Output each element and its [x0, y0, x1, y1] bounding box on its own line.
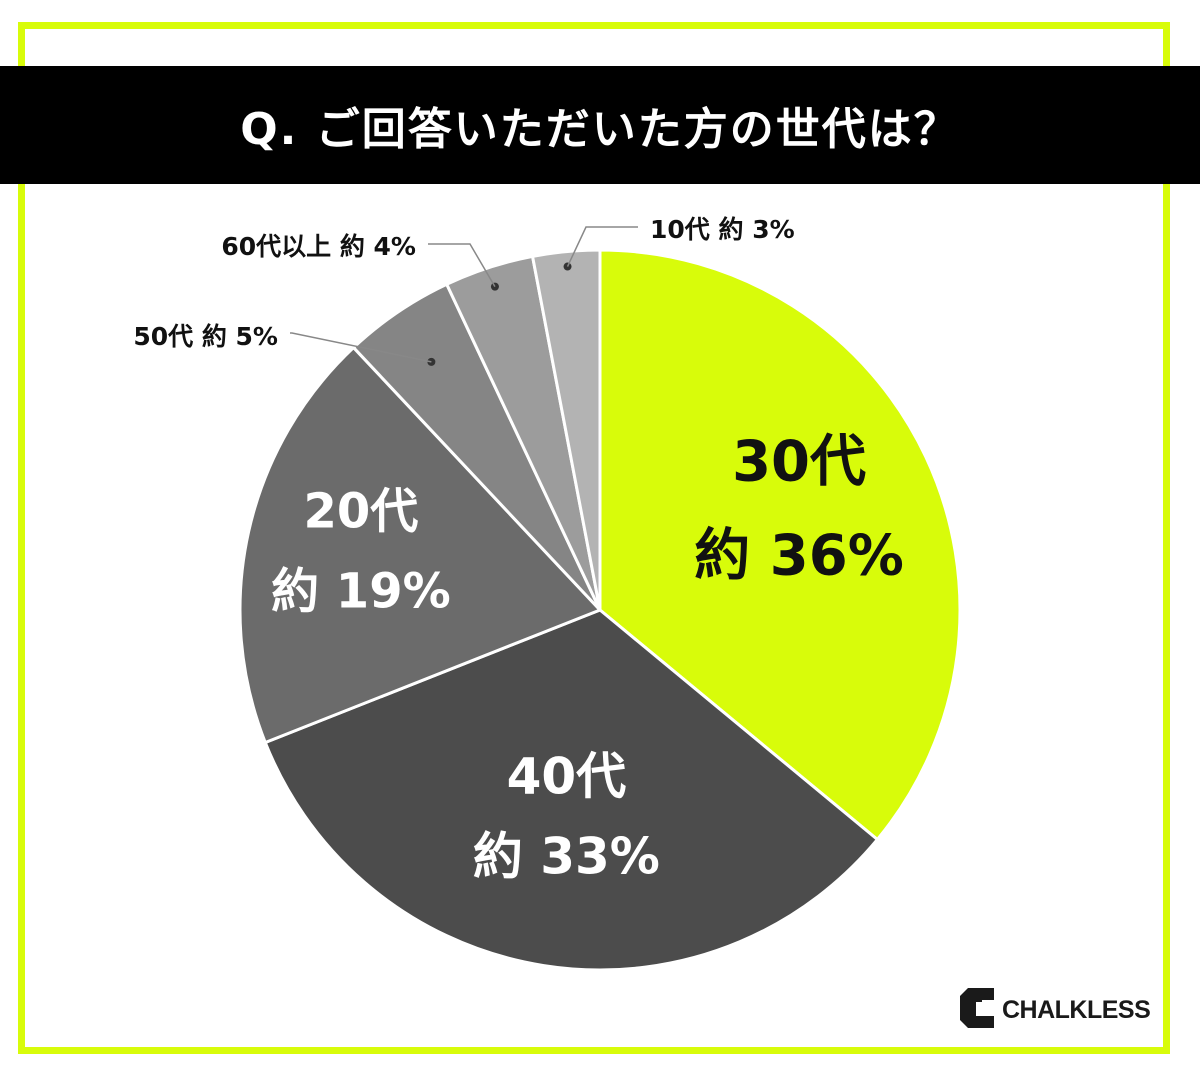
pie-slice-5 [531, 248, 602, 612]
title-bar: Q. ご回答いただいた方の世代は？ [0, 66, 1200, 184]
chart-frame [18, 22, 1170, 1054]
leader-line-3 [290, 332, 432, 363]
leader-line-4 [428, 243, 496, 288]
pie-slice-1 [263, 608, 879, 972]
slice-label-2: 20代 [303, 484, 418, 540]
brand-logo: CHALKLESS [958, 984, 1151, 1032]
slice-value-label-0: 約 36% [694, 523, 904, 588]
slice-value-label-2: 約 19% [271, 564, 451, 620]
outside-label-4: 60代以上 約 4% [221, 232, 416, 261]
chart-title: Q. ご回答いただいた方の世代は？ [240, 104, 960, 155]
slice-value-label-1: 約 33% [473, 827, 660, 885]
chalkless-logo-icon [960, 988, 994, 1028]
slice-label-0: 30代 [732, 429, 866, 494]
pie-slice-2 [238, 346, 602, 745]
slice-label-1: 40代 [507, 747, 627, 805]
outside-label-5: 10代 約 3% [650, 215, 795, 244]
leader-line-5 [566, 226, 638, 267]
outside-label-3: 50代 約 5% [133, 322, 278, 351]
pie-slice-0 [598, 248, 962, 841]
brand-name: CHALKLESS [1002, 995, 1151, 1024]
